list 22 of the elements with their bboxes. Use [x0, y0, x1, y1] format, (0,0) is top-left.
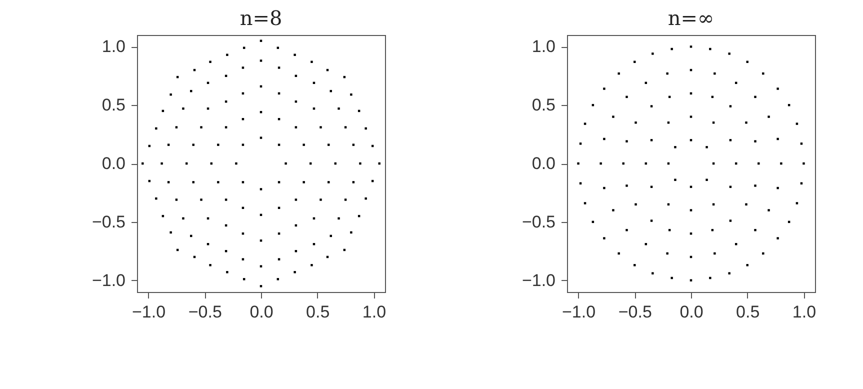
x-tick-label: 0.0	[680, 302, 704, 322]
x-tick-label: 0.5	[306, 302, 330, 322]
y-tick-label: −0.5	[92, 212, 126, 232]
y-tick-label: −0.5	[522, 212, 556, 232]
y-tick-label: 0.0	[102, 154, 126, 173]
y-tick-label: −1.0	[522, 270, 556, 290]
x-tick-label: 0.5	[736, 302, 760, 322]
x-tick-label: −0.5	[618, 302, 652, 322]
chart-title: n=∞	[668, 6, 714, 30]
y-tick-label: 1.0	[102, 37, 126, 56]
x-tick-label: 0.0	[250, 302, 274, 322]
y-tick-label: 0.0	[532, 154, 556, 173]
x-tick-label: −1.0	[132, 302, 166, 322]
x-tick-label: 1.0	[792, 302, 816, 322]
x-tick-label: −1.0	[562, 302, 596, 322]
x-tick-label: 1.0	[362, 302, 386, 322]
chart-title: n=8	[240, 6, 282, 30]
y-tick-label: 1.0	[532, 37, 556, 56]
x-tick-label: −0.5	[188, 302, 222, 322]
y-tick-label: 0.5	[102, 96, 126, 115]
y-tick-label: 0.5	[532, 96, 556, 115]
y-tick-label: −1.0	[92, 270, 126, 290]
